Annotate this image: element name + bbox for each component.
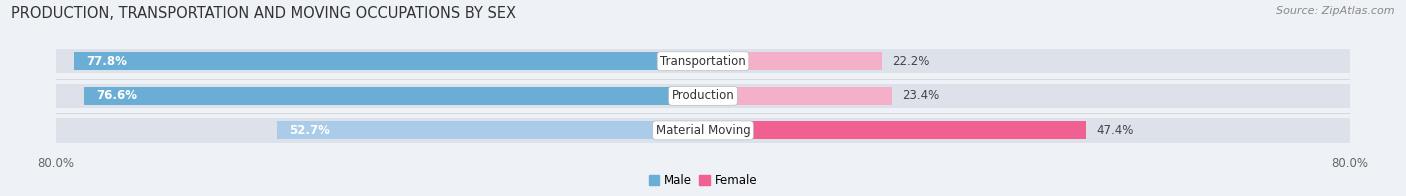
Legend: Male, Female: Male, Female [644, 169, 762, 192]
Text: PRODUCTION, TRANSPORTATION AND MOVING OCCUPATIONS BY SEX: PRODUCTION, TRANSPORTATION AND MOVING OC… [11, 6, 516, 21]
Bar [703, 52, 883, 70]
Bar [277, 121, 703, 139]
Bar [703, 87, 893, 105]
Bar [84, 87, 703, 105]
Text: Transportation: Transportation [661, 55, 745, 68]
Bar [56, 49, 1350, 73]
Bar [75, 52, 703, 70]
Text: Source: ZipAtlas.com: Source: ZipAtlas.com [1277, 6, 1395, 16]
Text: Material Moving: Material Moving [655, 124, 751, 137]
Bar [56, 118, 1350, 142]
Text: Production: Production [672, 89, 734, 102]
Text: 52.7%: 52.7% [290, 124, 330, 137]
Text: 47.4%: 47.4% [1095, 124, 1133, 137]
Text: 22.2%: 22.2% [893, 55, 929, 68]
Bar [703, 121, 1087, 139]
Bar [56, 84, 1350, 108]
Text: 77.8%: 77.8% [86, 55, 127, 68]
Text: 23.4%: 23.4% [901, 89, 939, 102]
Text: 76.6%: 76.6% [96, 89, 136, 102]
